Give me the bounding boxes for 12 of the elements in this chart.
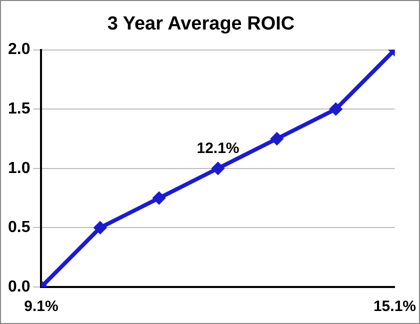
point (153, 192, 166, 204)
x-tick-label: 15.1% (373, 298, 416, 316)
y-tick-label: 1.5 (8, 100, 30, 118)
y-tick-label: 2.0 (8, 41, 30, 58)
y-tick-label: 0.5 (8, 219, 30, 236)
annotation: 12.1% (196, 140, 240, 158)
chart-title: 3 Year Average ROIC (107, 14, 295, 35)
point (212, 162, 224, 174)
y-tick-label: 0.0 (8, 278, 30, 296)
point (270, 132, 283, 145)
y-tick-label: 1.0 (8, 160, 30, 177)
x-tick-label: 9.1% (24, 298, 58, 316)
